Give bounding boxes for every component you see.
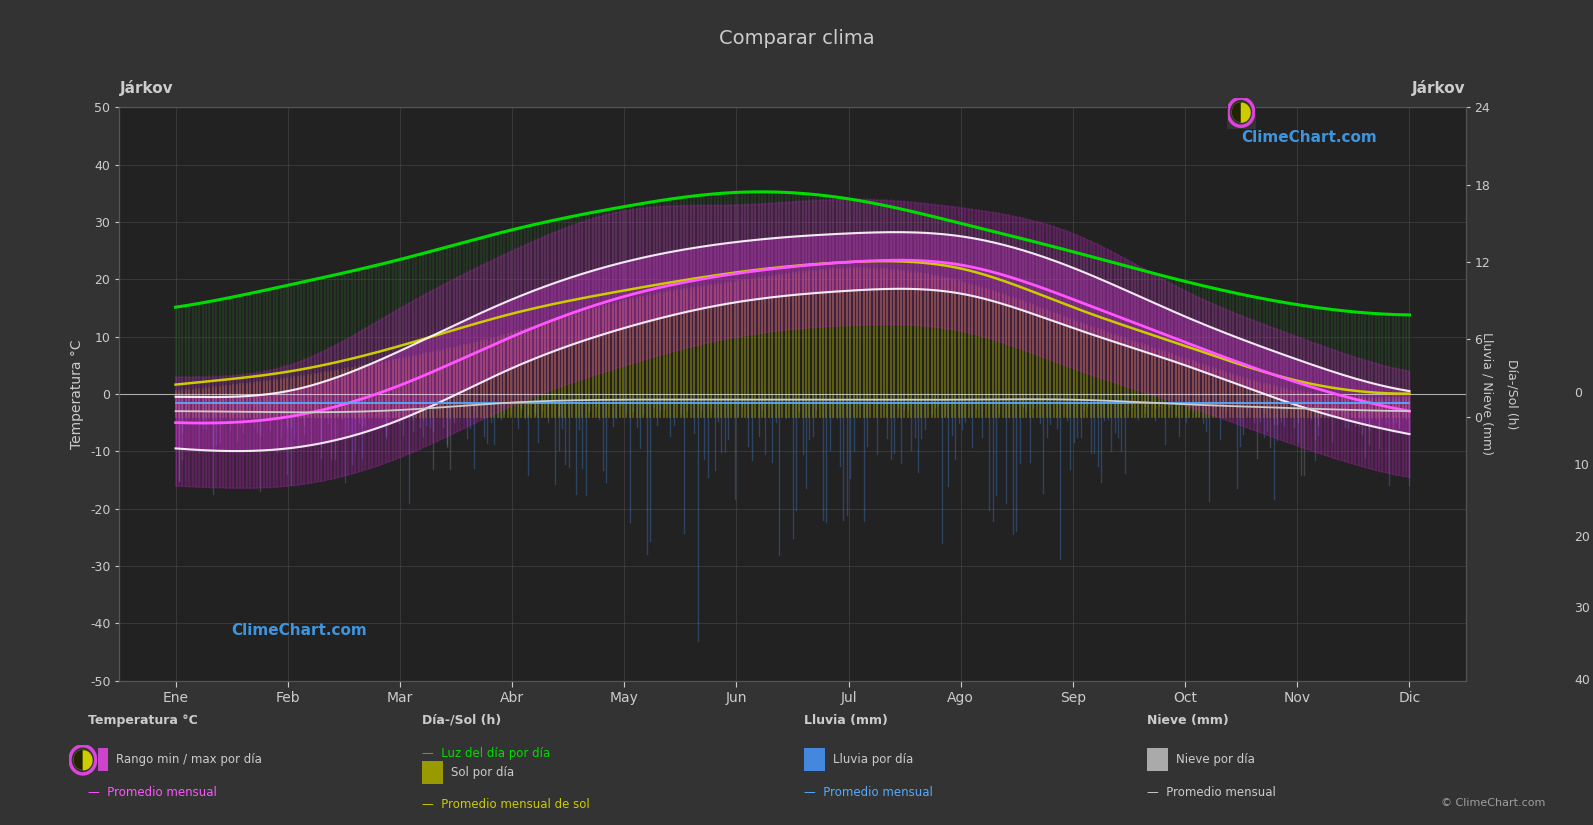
Text: Járkov: Járkov (1411, 80, 1466, 96)
Text: —  Promedio mensual de sol: — Promedio mensual de sol (422, 798, 589, 811)
Text: Lluvia (mm): Lluvia (mm) (804, 714, 889, 727)
Text: —  Promedio mensual: — Promedio mensual (88, 785, 217, 799)
Circle shape (75, 751, 91, 769)
Text: Temperatura °C: Temperatura °C (88, 714, 198, 727)
Text: Comparar clima: Comparar clima (718, 29, 875, 48)
Text: 0: 0 (1574, 388, 1582, 400)
Y-axis label: Temperatura °C: Temperatura °C (70, 339, 84, 449)
Text: —  Luz del día por día: — Luz del día por día (422, 747, 551, 760)
Circle shape (1233, 103, 1249, 121)
Text: © ClimeChart.com: © ClimeChart.com (1440, 799, 1545, 808)
Text: 20: 20 (1574, 530, 1590, 544)
Text: 10: 10 (1574, 459, 1590, 472)
Circle shape (1233, 103, 1249, 121)
Y-axis label: Lluvia / Nieve (mm): Lluvia / Nieve (mm) (1480, 332, 1493, 455)
Text: —  Promedio mensual: — Promedio mensual (1147, 785, 1276, 799)
Text: Día-/Sol (h): Día-/Sol (h) (422, 714, 502, 727)
Text: Nieve por día: Nieve por día (1176, 753, 1255, 766)
Text: ClimeChart.com: ClimeChart.com (231, 623, 368, 638)
Text: Sol por día: Sol por día (451, 766, 515, 779)
Text: Lluvia por día: Lluvia por día (833, 753, 913, 766)
Text: Nieve (mm): Nieve (mm) (1147, 714, 1228, 727)
Text: Rango min / max por día: Rango min / max por día (116, 753, 263, 766)
Text: 30: 30 (1574, 602, 1590, 615)
Text: 40: 40 (1574, 674, 1590, 687)
Text: Járkov: Járkov (119, 80, 174, 96)
Text: —  Promedio mensual: — Promedio mensual (804, 785, 933, 799)
Text: ClimeChart.com: ClimeChart.com (1241, 130, 1376, 144)
Y-axis label: Día-/Sol (h): Día-/Sol (h) (1505, 359, 1518, 429)
Circle shape (75, 751, 91, 769)
